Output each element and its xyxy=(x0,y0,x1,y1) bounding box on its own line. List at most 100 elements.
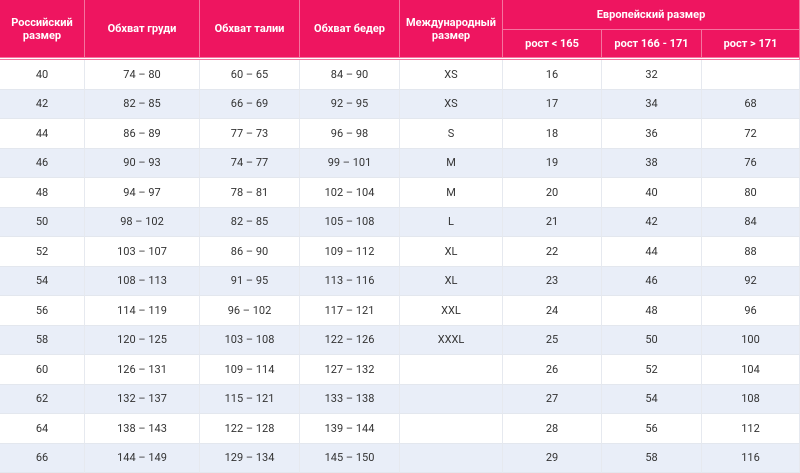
header-cell: Российский размер xyxy=(0,0,85,58)
table-cell: 129 – 134 xyxy=(200,443,300,473)
table-cell: 22 xyxy=(503,237,602,267)
table-cell: 28 xyxy=(503,414,602,444)
table-cell: 50 xyxy=(0,207,85,237)
table-cell: 92 xyxy=(702,266,800,296)
header-subcell: рост 166 - 171 xyxy=(602,30,702,58)
table-cell: 62 xyxy=(0,384,85,414)
table-cell xyxy=(400,384,503,414)
table-cell: 58 xyxy=(0,325,85,355)
table-cell: 100 xyxy=(702,325,800,355)
table-cell: 74 – 80 xyxy=(85,60,200,90)
table-cell: S xyxy=(400,119,503,149)
table-cell: 50 xyxy=(602,325,702,355)
table-cell: 36 xyxy=(602,119,702,149)
table-cell: 74 – 77 xyxy=(200,148,300,178)
table-cell: 145 – 150 xyxy=(300,443,400,473)
table-cell: 48 xyxy=(0,178,85,208)
table-cell: 86 – 89 xyxy=(85,119,200,149)
table-cell: 66 – 69 xyxy=(200,89,300,119)
table-cell: 54 xyxy=(602,384,702,414)
table-cell: 104 xyxy=(702,355,800,385)
table-cell: 77 – 73 xyxy=(200,119,300,149)
table-cell: 27 xyxy=(503,384,602,414)
table-cell: 64 xyxy=(0,414,85,444)
table-cell: 109 – 112 xyxy=(300,237,400,267)
table-cell: 46 xyxy=(0,148,85,178)
header-cell: Обхват бедер xyxy=(300,0,400,58)
table-cell: XXL xyxy=(400,296,503,326)
table-cell: 19 xyxy=(503,148,602,178)
table-cell: 122 – 126 xyxy=(300,325,400,355)
table-cell: 23 xyxy=(503,266,602,296)
table-cell: 117 – 121 xyxy=(300,296,400,326)
table-cell: 40 xyxy=(0,60,85,90)
table-cell: 66 xyxy=(0,443,85,473)
table-cell: M xyxy=(400,178,503,208)
table-cell: 56 xyxy=(602,414,702,444)
table-cell: 86 – 90 xyxy=(200,237,300,267)
table-cell: 44 xyxy=(602,237,702,267)
table-cell: 48 xyxy=(602,296,702,326)
header-cell: Международный размер xyxy=(400,0,503,58)
table-cell: 58 xyxy=(602,443,702,473)
table-cell: XL xyxy=(400,266,503,296)
table-cell: 29 xyxy=(503,443,602,473)
table-cell: 96 – 102 xyxy=(200,296,300,326)
table-cell: 80 xyxy=(702,178,800,208)
table-cell: 26 xyxy=(503,355,602,385)
table-cell: 102 – 104 xyxy=(300,178,400,208)
table-cell: 44 xyxy=(0,119,85,149)
table-cell: 122 – 128 xyxy=(200,414,300,444)
table-cell: L xyxy=(400,207,503,237)
table-cell: 120 – 125 xyxy=(85,325,200,355)
table-cell: 92 – 95 xyxy=(300,89,400,119)
table-cell: 113 – 116 xyxy=(300,266,400,296)
table-cell: 42 xyxy=(602,207,702,237)
table-cell: 114 – 119 xyxy=(85,296,200,326)
table-cell: 109 – 114 xyxy=(200,355,300,385)
table-cell: 139 – 144 xyxy=(300,414,400,444)
table-cell: 133 – 138 xyxy=(300,384,400,414)
table-cell: 98 – 102 xyxy=(85,207,200,237)
table-cell: 78 – 81 xyxy=(200,178,300,208)
table-cell: 94 – 97 xyxy=(85,178,200,208)
table-cell: 40 xyxy=(602,178,702,208)
table-cell: 38 xyxy=(602,148,702,178)
table-cell xyxy=(702,60,800,90)
header-subcell: рост < 165 xyxy=(503,30,602,58)
table-cell: 84 – 90 xyxy=(300,60,400,90)
table-cell xyxy=(400,443,503,473)
table-cell: 103 – 107 xyxy=(85,237,200,267)
table-cell: 88 xyxy=(702,237,800,267)
table-cell: 52 xyxy=(0,237,85,267)
table-cell: M xyxy=(400,148,503,178)
table-cell: 42 xyxy=(0,89,85,119)
table-cell: 56 xyxy=(0,296,85,326)
table-cell: 72 xyxy=(702,119,800,149)
table-cell: 34 xyxy=(602,89,702,119)
header-cell: Обхват талии xyxy=(200,0,300,58)
table-cell: 108 xyxy=(702,384,800,414)
header-subcell: рост > 171 xyxy=(702,30,800,58)
header-cell: Обхват груди xyxy=(85,0,200,58)
table-cell: 60 xyxy=(0,355,85,385)
table-cell: 99 – 101 xyxy=(300,148,400,178)
table-cell: 108 – 113 xyxy=(85,266,200,296)
table-cell: 115 – 121 xyxy=(200,384,300,414)
table-cell: 91 – 95 xyxy=(200,266,300,296)
table-cell: XS xyxy=(400,60,503,90)
table-cell: 21 xyxy=(503,207,602,237)
table-cell: 132 – 137 xyxy=(85,384,200,414)
table-cell: 76 xyxy=(702,148,800,178)
table-cell: 112 xyxy=(702,414,800,444)
table-cell: 25 xyxy=(503,325,602,355)
table-cell: 82 – 85 xyxy=(85,89,200,119)
table-cell: 17 xyxy=(503,89,602,119)
table-cell: 105 – 108 xyxy=(300,207,400,237)
table-cell: 138 – 143 xyxy=(85,414,200,444)
table-cell: 126 – 131 xyxy=(85,355,200,385)
table-cell xyxy=(400,414,503,444)
table-cell: XXXL xyxy=(400,325,503,355)
table-cell: 144 – 149 xyxy=(85,443,200,473)
